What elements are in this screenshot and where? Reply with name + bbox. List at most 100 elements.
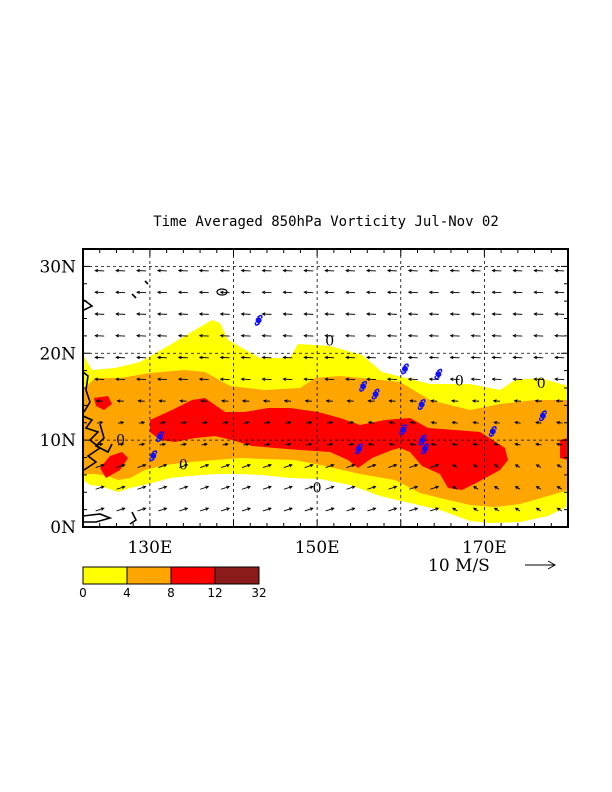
wind-vector	[512, 268, 523, 273]
wind-vector	[115, 355, 126, 360]
wind-vector	[137, 485, 147, 490]
wind-vector	[201, 442, 208, 447]
wind-vector	[282, 377, 293, 381]
wind-vector	[367, 507, 377, 512]
typhoon-icon	[156, 431, 164, 443]
y-tick-label: 30N	[39, 257, 76, 277]
wind-vector	[136, 290, 147, 295]
wind-vector	[347, 442, 355, 447]
wind-vector	[535, 486, 542, 490]
colorbar-swatch	[214, 566, 260, 585]
wind-vector	[554, 377, 565, 381]
typhoon-icon	[539, 410, 547, 422]
colorbar-level-label: 8	[167, 586, 175, 600]
wind-vector	[303, 377, 314, 381]
colorbar-legend: 0 4 8 12 32	[79, 566, 267, 600]
wind-vector	[304, 399, 312, 403]
wind-vector	[512, 377, 523, 381]
wind-vector	[451, 442, 458, 447]
wind-vector	[325, 399, 333, 403]
wind-vector	[240, 377, 251, 381]
contour-label: 0	[179, 458, 188, 474]
wind-vector	[115, 290, 126, 295]
wind-vector	[201, 420, 208, 425]
wind-vector	[514, 486, 521, 490]
wind-vector	[366, 355, 377, 360]
wind-vector	[200, 485, 210, 490]
wind-vector	[430, 485, 440, 490]
vector-reference-arrow	[525, 560, 557, 570]
wind-vector	[117, 442, 125, 447]
wind-vector	[241, 399, 250, 403]
wind-vector	[94, 290, 105, 295]
wind-vector	[367, 420, 375, 425]
wind-vector	[386, 377, 397, 381]
wind-vector	[261, 334, 272, 338]
wind-vector	[407, 290, 418, 295]
wind-vector	[555, 442, 563, 447]
wind-vector	[156, 290, 167, 295]
colorbar-swatch	[126, 566, 172, 585]
wind-vector	[179, 507, 189, 512]
wind-vector	[325, 485, 335, 490]
wind-vector	[533, 334, 544, 338]
wind-vector	[449, 312, 460, 316]
wind-vector	[512, 334, 523, 338]
wind-vector	[366, 377, 377, 381]
wind-vector	[514, 464, 521, 468]
wind-vector	[345, 334, 356, 338]
wind-vector	[115, 334, 126, 338]
axis-ticks	[83, 248, 569, 527]
wind-vector	[324, 268, 335, 273]
wind-vector	[407, 268, 418, 273]
wind-vector	[180, 442, 188, 447]
wind-vector	[449, 290, 460, 295]
wind-vector	[180, 420, 188, 425]
wind-vector	[388, 485, 398, 490]
wind-vector	[177, 268, 188, 273]
wind-vector	[262, 399, 271, 403]
wind-vector	[449, 377, 460, 381]
wind-vector	[514, 420, 521, 425]
wind-vector	[303, 268, 314, 273]
wind-vector	[303, 312, 314, 316]
wind-vector	[198, 268, 209, 273]
wind-vector	[240, 334, 251, 338]
wind-vector	[156, 312, 167, 316]
wind-vector	[346, 485, 356, 490]
wind-vector	[452, 507, 458, 512]
shade-red-west-patch-1	[94, 396, 112, 410]
wind-vector	[493, 486, 500, 490]
wind-vector	[198, 334, 209, 338]
wind-vector	[470, 312, 481, 316]
wind-vector	[535, 507, 542, 512]
wind-vector	[388, 442, 396, 447]
wind-vector	[345, 290, 356, 295]
wind-vector	[115, 268, 126, 273]
wind-vector	[177, 355, 188, 360]
wind-vector	[367, 442, 375, 447]
wind-vector	[240, 268, 251, 273]
wind-vector	[346, 463, 356, 468]
wind-vector	[325, 507, 335, 512]
wind-vector	[283, 399, 292, 403]
wind-vector	[366, 312, 377, 316]
wind-vector	[554, 334, 565, 338]
wind-vector	[428, 355, 439, 360]
wind-vector	[158, 463, 168, 468]
wind-vector	[470, 290, 481, 295]
typhoon-icon	[149, 450, 158, 462]
typhoon-icon	[421, 443, 429, 455]
wind-vector	[156, 355, 167, 360]
colorbar-swatch	[82, 566, 128, 585]
wind-vector	[325, 463, 335, 468]
colorbar-level-label: 12	[207, 586, 222, 600]
wind-vector	[283, 507, 293, 512]
wind-vector	[261, 377, 272, 381]
wind-vector	[117, 420, 125, 425]
wind-vector	[407, 312, 418, 316]
colorbar-level-label: 4	[123, 586, 131, 600]
wind-vector	[283, 463, 293, 468]
wind-vector	[136, 355, 147, 360]
